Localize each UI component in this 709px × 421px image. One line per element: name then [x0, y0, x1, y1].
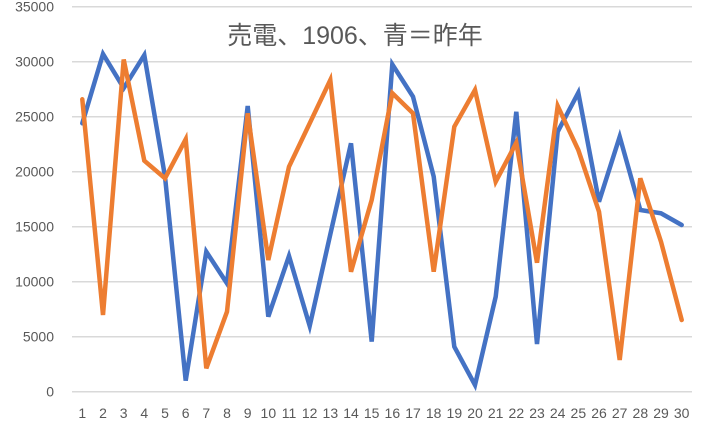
y-tick-label: 20000 [15, 164, 54, 180]
x-tick-label: 24 [550, 405, 566, 421]
x-tick-label: 16 [385, 405, 401, 421]
x-tick-label: 12 [302, 405, 318, 421]
x-tick-label: 28 [633, 405, 649, 421]
chart-title: 売電、1906、青＝昨年 [227, 22, 483, 50]
series-line-last-year-blue [80, 48, 684, 392]
x-tick-label: 18 [426, 405, 442, 421]
y-tick-label: 25000 [15, 109, 54, 125]
y-tick-label: 0 [46, 384, 54, 400]
x-tick-label: 30 [674, 405, 690, 421]
x-tick-label: 27 [612, 405, 628, 421]
x-tick-label: 9 [244, 405, 252, 421]
y-axis-labels: 0 5000 10000 15000 20000 25000 30000 35000 [15, 0, 54, 400]
x-tick-label: 3 [120, 405, 128, 421]
x-tick-label: 15 [364, 405, 380, 421]
x-tick-label: 2 [99, 405, 107, 421]
x-tick-label: 13 [323, 405, 339, 421]
x-tick-label: 26 [591, 405, 607, 421]
x-tick-label: 1 [78, 405, 86, 421]
x-tick-label: 21 [488, 405, 504, 421]
series-lines [80, 48, 684, 392]
series-line-this-year-orange [80, 59, 684, 370]
x-tick-label: 7 [202, 405, 210, 421]
x-tick-label: 5 [161, 405, 169, 421]
y-tick-label: 30000 [15, 54, 54, 70]
x-tick-label: 10 [261, 405, 277, 421]
x-tick-label: 20 [467, 405, 483, 421]
x-tick-label: 19 [447, 405, 463, 421]
y-tick-label: 5000 [23, 329, 54, 345]
x-tick-label: 25 [571, 405, 587, 421]
y-tick-label: 15000 [15, 219, 54, 235]
x-tick-label: 23 [529, 405, 545, 421]
x-tick-label: 6 [182, 405, 190, 421]
x-tick-label: 17 [405, 405, 421, 421]
x-tick-label: 22 [509, 405, 525, 421]
y-tick-label: 35000 [15, 0, 54, 15]
x-tick-label: 11 [282, 405, 297, 421]
y-tick-label: 10000 [15, 274, 54, 290]
x-tick-label: 29 [653, 405, 669, 421]
x-axis-labels: 1 2 3 4 5 6 7 8 9 10 11 12 13 14 15 16 17 18 19 20 21 22 23 24 2… [78, 405, 689, 421]
x-tick-label: 14 [343, 405, 359, 421]
x-tick-label: 8 [223, 405, 231, 421]
x-tick-label: 4 [140, 405, 148, 421]
